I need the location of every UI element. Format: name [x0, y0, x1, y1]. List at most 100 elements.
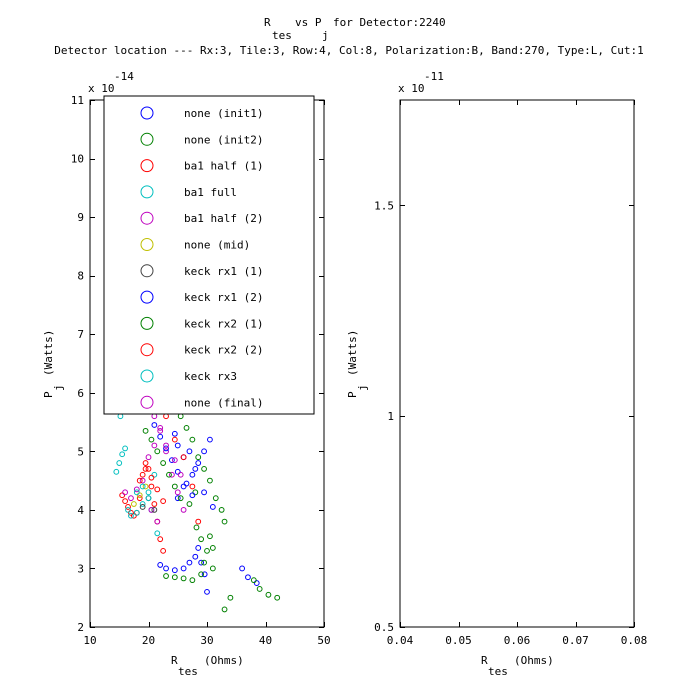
title-vs-p: vs P	[295, 16, 322, 29]
right-ylabel-unit: (Watts)	[346, 330, 359, 376]
right-plot-frame	[399, 99, 635, 628]
data-point	[136, 492, 143, 499]
legend-entry: keck rx2 (2)	[140, 343, 263, 357]
legend-marker	[140, 343, 154, 357]
title-p-subscript: j	[322, 29, 329, 42]
data-point	[145, 489, 152, 496]
right-x-axis-label: R tes (Ohms)	[481, 654, 554, 678]
data-point	[116, 460, 123, 466]
right-x-tick-label: 0.05	[445, 634, 472, 647]
right-y-tick-label: 0.5	[374, 621, 394, 634]
data-point	[148, 474, 155, 481]
data-point	[180, 506, 187, 513]
left-x-axis-label: R tes (Ohms)	[171, 654, 244, 678]
data-point	[148, 436, 155, 443]
data-point	[171, 574, 178, 581]
data-point	[186, 501, 193, 507]
legend-marker	[140, 316, 154, 330]
legend-entry: none (mid)	[140, 238, 250, 252]
data-point	[209, 504, 216, 510]
legend-entry: ba1 full	[140, 185, 237, 199]
left-xlabel-unit: (Ohms)	[204, 654, 244, 667]
data-point	[209, 565, 216, 572]
legend-label: keck rx3	[184, 370, 237, 383]
legend-box	[103, 95, 315, 415]
legend-entry: none (init1)	[140, 106, 263, 120]
data-point	[154, 530, 161, 537]
data-point	[122, 489, 128, 496]
data-point	[201, 466, 207, 472]
data-point	[133, 486, 140, 493]
data-point	[171, 436, 178, 443]
title-location: Detector location --- Rx:3, Tile:3, Row:…	[54, 44, 643, 57]
data-point	[142, 427, 149, 434]
data-point	[171, 483, 178, 490]
data-point	[186, 448, 193, 455]
data-point	[169, 471, 175, 478]
data-point	[163, 413, 169, 420]
legend-entry: keck rx3	[140, 369, 237, 383]
data-point	[136, 477, 143, 484]
data-point	[265, 591, 272, 598]
data-point	[122, 445, 128, 452]
right-y-tick-label: 1	[387, 410, 394, 423]
data-point	[171, 457, 178, 464]
data-point	[133, 489, 140, 496]
left-plot-points	[113, 407, 281, 613]
left-ylabel-unit: (Watts)	[42, 330, 55, 376]
data-point	[133, 509, 140, 516]
left-y-tick-label: 5	[77, 445, 84, 458]
data-point	[169, 457, 175, 464]
data-point	[186, 559, 193, 566]
data-point	[174, 489, 181, 496]
data-point	[139, 471, 146, 478]
data-point	[130, 512, 137, 519]
data-point	[151, 506, 158, 513]
data-point	[201, 489, 207, 496]
legend-marker	[140, 185, 154, 199]
right-y-tick-label: 1.5	[374, 199, 394, 212]
data-point	[128, 512, 134, 519]
data-point	[174, 468, 181, 475]
left-y-tick-label: 3	[77, 562, 84, 575]
data-point	[193, 524, 200, 531]
data-point	[274, 594, 281, 601]
left-y-axis-label: P j (Watts)	[42, 330, 65, 398]
left-x-tick-label: 20	[142, 634, 155, 647]
data-point	[154, 486, 161, 493]
left-x-tick-label: 40	[259, 634, 272, 647]
legend-label: keck rx1 (1)	[184, 265, 263, 278]
data-point	[154, 448, 161, 455]
data-point	[177, 471, 184, 478]
legend-label: keck rx2 (1)	[184, 317, 263, 330]
data-point	[139, 504, 146, 510]
data-point	[151, 442, 158, 449]
legend-entry: ba1 half (1)	[140, 159, 263, 173]
legend-marker	[140, 290, 154, 304]
data-point	[189, 577, 196, 584]
left-x-tick-label: 50	[317, 634, 330, 647]
legend-marker	[140, 132, 154, 146]
data-point	[189, 436, 196, 443]
right-xlabel-main: R	[481, 654, 488, 667]
data-point	[145, 495, 152, 502]
data-point	[125, 504, 131, 510]
data-point	[157, 433, 164, 440]
data-point	[201, 571, 208, 578]
left-xlabel-main: R	[171, 654, 178, 667]
data-point	[207, 436, 213, 443]
data-point	[204, 588, 210, 595]
data-point	[163, 573, 169, 579]
left-y-tick-label: 9	[77, 211, 84, 224]
data-point	[195, 454, 202, 461]
left-x-tick-label: 30	[200, 634, 213, 647]
data-point	[192, 553, 199, 560]
data-point	[128, 509, 134, 516]
legend-entry: keck rx2 (1)	[140, 316, 263, 330]
legend-entry: ba1 half (2)	[140, 211, 263, 225]
legend-entry: keck rx1 (1)	[140, 264, 263, 278]
data-point	[160, 498, 167, 505]
data-point	[142, 460, 149, 466]
legend-label: ba1 full	[184, 186, 237, 199]
